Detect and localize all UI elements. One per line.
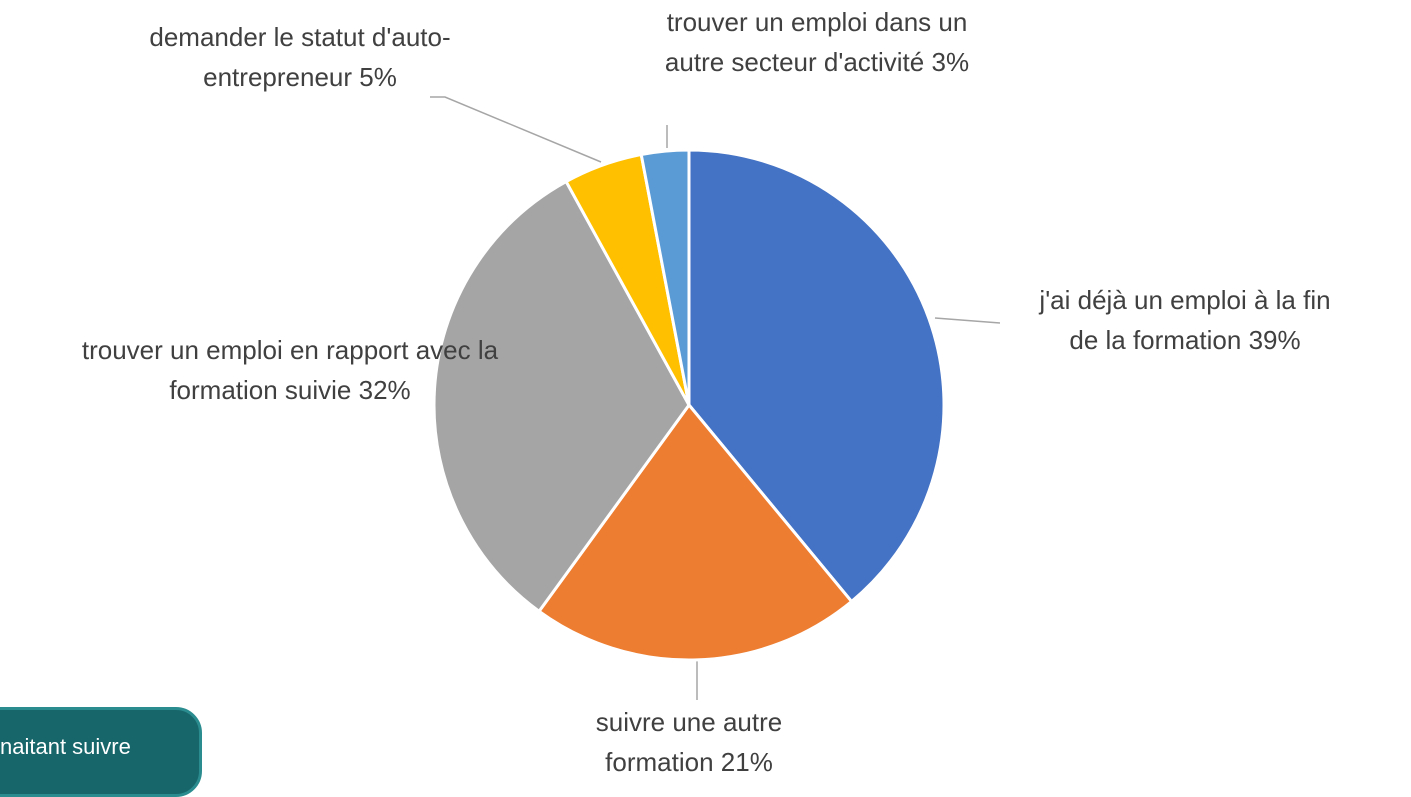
pie-slice: [687, 148, 946, 603]
data-label: demander le statut d'auto-entrepreneur 5…: [135, 17, 465, 97]
category-label: trouver un emploi en rapport avec la for…: [81, 335, 499, 405]
value-label: 39%: [1248, 325, 1301, 355]
page: {"chart_data": {"type": "pie", "categori…: [0, 2, 1340, 797]
pie-slice: [432, 180, 691, 613]
category-label: suivre une autre formation: [595, 707, 783, 777]
value-label: 3%: [931, 47, 970, 77]
pie-slice: [639, 148, 691, 407]
banner-text: naitant suivre: [0, 734, 131, 759]
pie-slice: [537, 403, 854, 662]
value-label: 32%: [358, 375, 411, 405]
category-label: trouver un emploi dans un autre secteur …: [664, 7, 968, 77]
leader-line: [430, 96, 602, 163]
data-label: trouver un emploi dans un autre secteur …: [647, 2, 987, 82]
data-label: suivre une autre formation 21%: [579, 702, 799, 782]
value-label: 21%: [720, 747, 773, 777]
chart: [430, 96, 1001, 700]
leader-line: [934, 317, 1001, 324]
data-label: trouver un emploi en rapport avec la for…: [65, 330, 515, 410]
category-label: j'ai déjà un emploi à la fin de la forma…: [1039, 285, 1331, 355]
data-label: j'ai déjà un emploi à la fin de la forma…: [1030, 280, 1340, 360]
value-label: 5%: [359, 62, 397, 92]
category-label: demander le statut d'auto-entrepreneur: [149, 22, 451, 92]
